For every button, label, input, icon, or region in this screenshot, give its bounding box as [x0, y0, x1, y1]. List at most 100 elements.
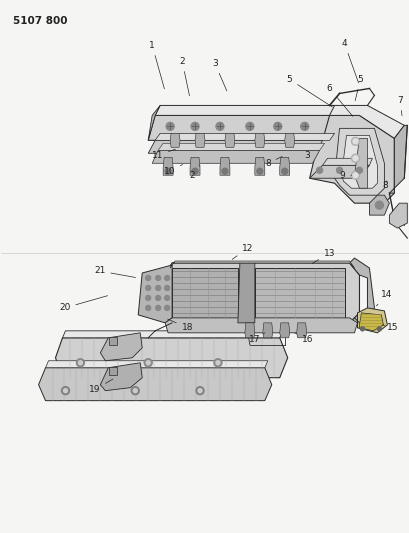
- Text: 15: 15: [382, 324, 398, 333]
- Circle shape: [155, 295, 160, 301]
- Circle shape: [336, 167, 342, 173]
- Polygon shape: [172, 268, 237, 318]
- Circle shape: [166, 123, 174, 131]
- Circle shape: [191, 168, 198, 174]
- Polygon shape: [322, 158, 371, 165]
- Polygon shape: [109, 337, 117, 345]
- Polygon shape: [155, 133, 334, 140]
- Circle shape: [216, 361, 219, 365]
- Polygon shape: [324, 106, 403, 139]
- Circle shape: [316, 167, 322, 173]
- Circle shape: [155, 286, 160, 290]
- Polygon shape: [148, 116, 329, 140]
- Circle shape: [145, 295, 151, 301]
- Polygon shape: [237, 263, 254, 323]
- Polygon shape: [254, 133, 264, 147]
- Polygon shape: [334, 128, 384, 195]
- Polygon shape: [158, 143, 324, 150]
- Circle shape: [273, 123, 281, 131]
- Circle shape: [375, 201, 382, 209]
- Polygon shape: [195, 133, 204, 147]
- Circle shape: [131, 386, 139, 394]
- Circle shape: [164, 305, 169, 310]
- Text: 5: 5: [354, 75, 362, 101]
- Polygon shape: [163, 157, 173, 175]
- Circle shape: [351, 154, 359, 162]
- Circle shape: [144, 359, 152, 367]
- Polygon shape: [165, 263, 359, 323]
- Circle shape: [360, 327, 364, 331]
- Circle shape: [146, 361, 150, 365]
- Circle shape: [63, 389, 67, 393]
- Polygon shape: [279, 323, 289, 338]
- Text: 17: 17: [249, 333, 264, 344]
- Text: 6: 6: [326, 84, 352, 116]
- Polygon shape: [254, 268, 344, 318]
- Circle shape: [281, 168, 287, 174]
- Circle shape: [352, 139, 357, 144]
- Circle shape: [78, 361, 82, 365]
- Polygon shape: [389, 203, 406, 228]
- Polygon shape: [165, 318, 357, 333]
- Polygon shape: [45, 361, 267, 368]
- Text: 2: 2: [189, 165, 200, 180]
- Text: 9: 9: [339, 171, 351, 180]
- Circle shape: [133, 389, 137, 393]
- Polygon shape: [359, 313, 382, 331]
- Circle shape: [352, 173, 357, 177]
- Circle shape: [164, 286, 169, 290]
- Circle shape: [76, 359, 84, 367]
- Circle shape: [245, 123, 253, 131]
- Polygon shape: [62, 331, 282, 338]
- Circle shape: [300, 123, 308, 131]
- Text: 10: 10: [163, 165, 182, 176]
- Polygon shape: [296, 323, 306, 338]
- Circle shape: [145, 276, 151, 280]
- Circle shape: [351, 138, 359, 146]
- Text: 12: 12: [231, 244, 253, 260]
- Polygon shape: [357, 308, 387, 333]
- Polygon shape: [109, 367, 117, 375]
- Polygon shape: [170, 133, 180, 147]
- Circle shape: [164, 295, 169, 301]
- Text: 13: 13: [311, 248, 335, 264]
- Text: 16: 16: [294, 333, 312, 344]
- Text: 20: 20: [59, 296, 108, 312]
- Polygon shape: [309, 165, 369, 178]
- Polygon shape: [309, 116, 393, 203]
- Polygon shape: [348, 258, 373, 323]
- Polygon shape: [190, 157, 200, 175]
- Polygon shape: [284, 133, 294, 147]
- Circle shape: [191, 123, 198, 131]
- Circle shape: [145, 286, 151, 290]
- Polygon shape: [262, 323, 272, 338]
- Polygon shape: [254, 157, 264, 175]
- Polygon shape: [155, 106, 334, 116]
- Polygon shape: [219, 157, 229, 175]
- Polygon shape: [38, 368, 271, 401]
- Polygon shape: [165, 263, 359, 288]
- Polygon shape: [244, 323, 254, 338]
- Polygon shape: [152, 150, 319, 163]
- Text: 3: 3: [211, 59, 226, 91]
- Text: 18: 18: [167, 319, 193, 333]
- Circle shape: [165, 168, 171, 174]
- Polygon shape: [100, 363, 142, 391]
- Circle shape: [164, 276, 169, 280]
- Text: 21: 21: [94, 266, 135, 278]
- Polygon shape: [369, 195, 389, 215]
- Circle shape: [221, 168, 227, 174]
- Circle shape: [355, 167, 362, 173]
- Text: 5: 5: [286, 75, 331, 107]
- Circle shape: [351, 171, 359, 179]
- Circle shape: [377, 327, 380, 331]
- Polygon shape: [138, 265, 172, 323]
- Circle shape: [213, 359, 221, 367]
- Text: 8: 8: [264, 157, 281, 168]
- Polygon shape: [389, 125, 406, 193]
- Circle shape: [198, 389, 202, 393]
- Polygon shape: [100, 333, 142, 361]
- Text: 3: 3: [304, 151, 310, 160]
- Circle shape: [155, 276, 160, 280]
- Circle shape: [196, 386, 204, 394]
